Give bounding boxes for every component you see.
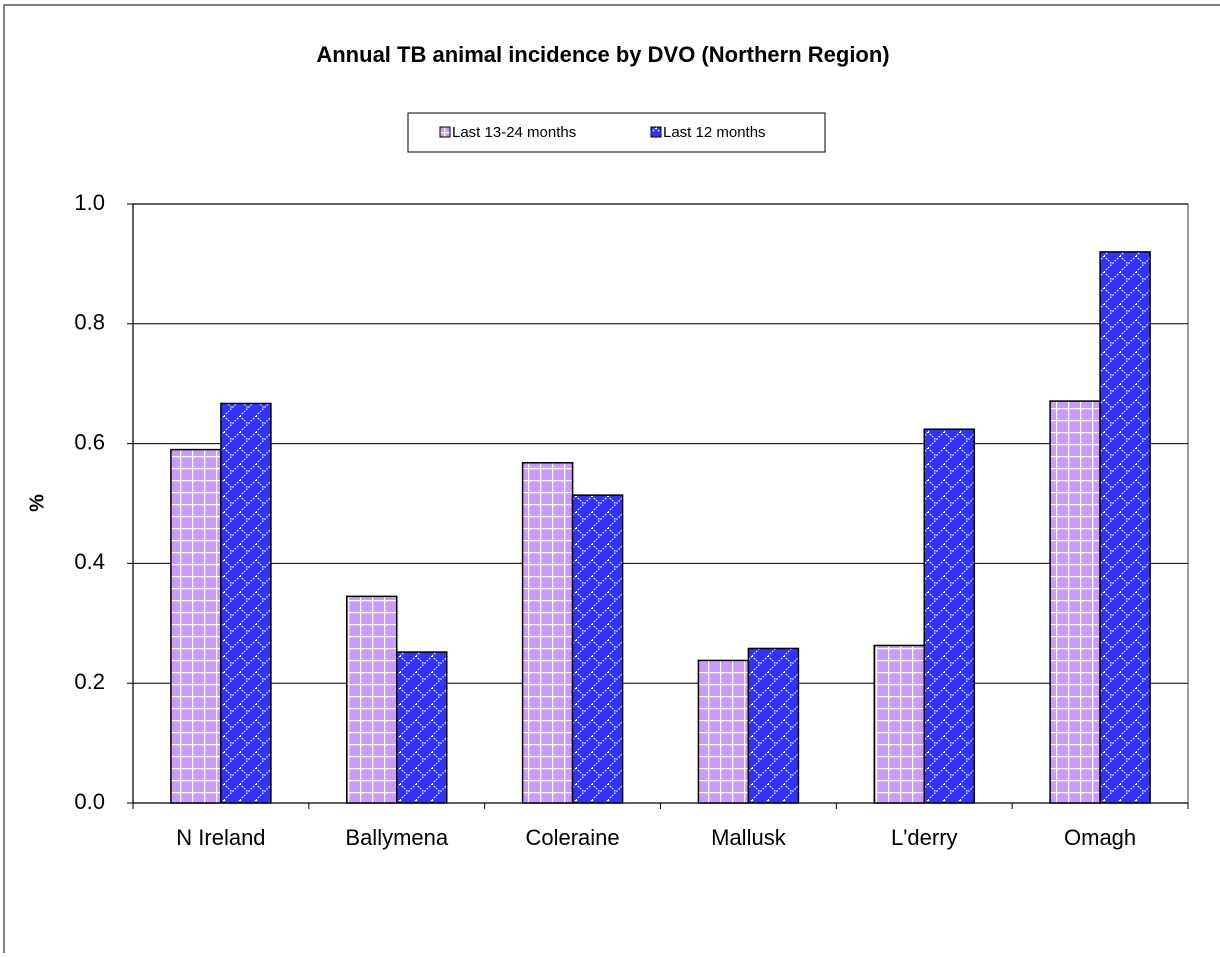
x-tick-label: Coleraine <box>525 825 619 850</box>
legend-label: Last 13-24 months <box>452 124 576 141</box>
chart-frame <box>3 4 1220 958</box>
x-tick-label: Mallusk <box>711 825 787 850</box>
bar <box>923 428 975 804</box>
bar <box>396 651 448 804</box>
x-tick-label: Ballymena <box>345 825 448 850</box>
legend-swatch <box>439 126 451 138</box>
bar <box>1049 400 1101 804</box>
bar <box>571 494 624 804</box>
bar <box>220 402 272 804</box>
bar <box>697 659 750 804</box>
x-tick-label: L'derry <box>891 825 958 850</box>
y-tick-label: 0.2 <box>74 669 105 694</box>
y-axis-label: % <box>26 494 48 512</box>
x-tick-label: N Ireland <box>176 825 265 850</box>
x-tick-label: Omagh <box>1064 825 1136 850</box>
bar <box>521 462 574 804</box>
bar <box>873 644 925 804</box>
bar <box>170 448 222 804</box>
plot-area <box>132 203 1189 804</box>
bar <box>346 595 398 804</box>
legend-label: Last 12 months <box>663 124 766 141</box>
y-tick-label: 0.8 <box>74 310 105 335</box>
bar <box>747 647 800 804</box>
legend-box <box>407 112 826 153</box>
y-tick-label: 0.6 <box>74 429 105 454</box>
bar <box>1099 251 1151 804</box>
legend-swatch <box>650 126 662 138</box>
chart-title: Annual TB animal incidence by DVO (North… <box>316 42 889 67</box>
y-tick-label: 0.0 <box>74 789 105 814</box>
y-tick-label: 0.4 <box>74 549 105 574</box>
y-tick-label: 1.0 <box>74 190 105 215</box>
